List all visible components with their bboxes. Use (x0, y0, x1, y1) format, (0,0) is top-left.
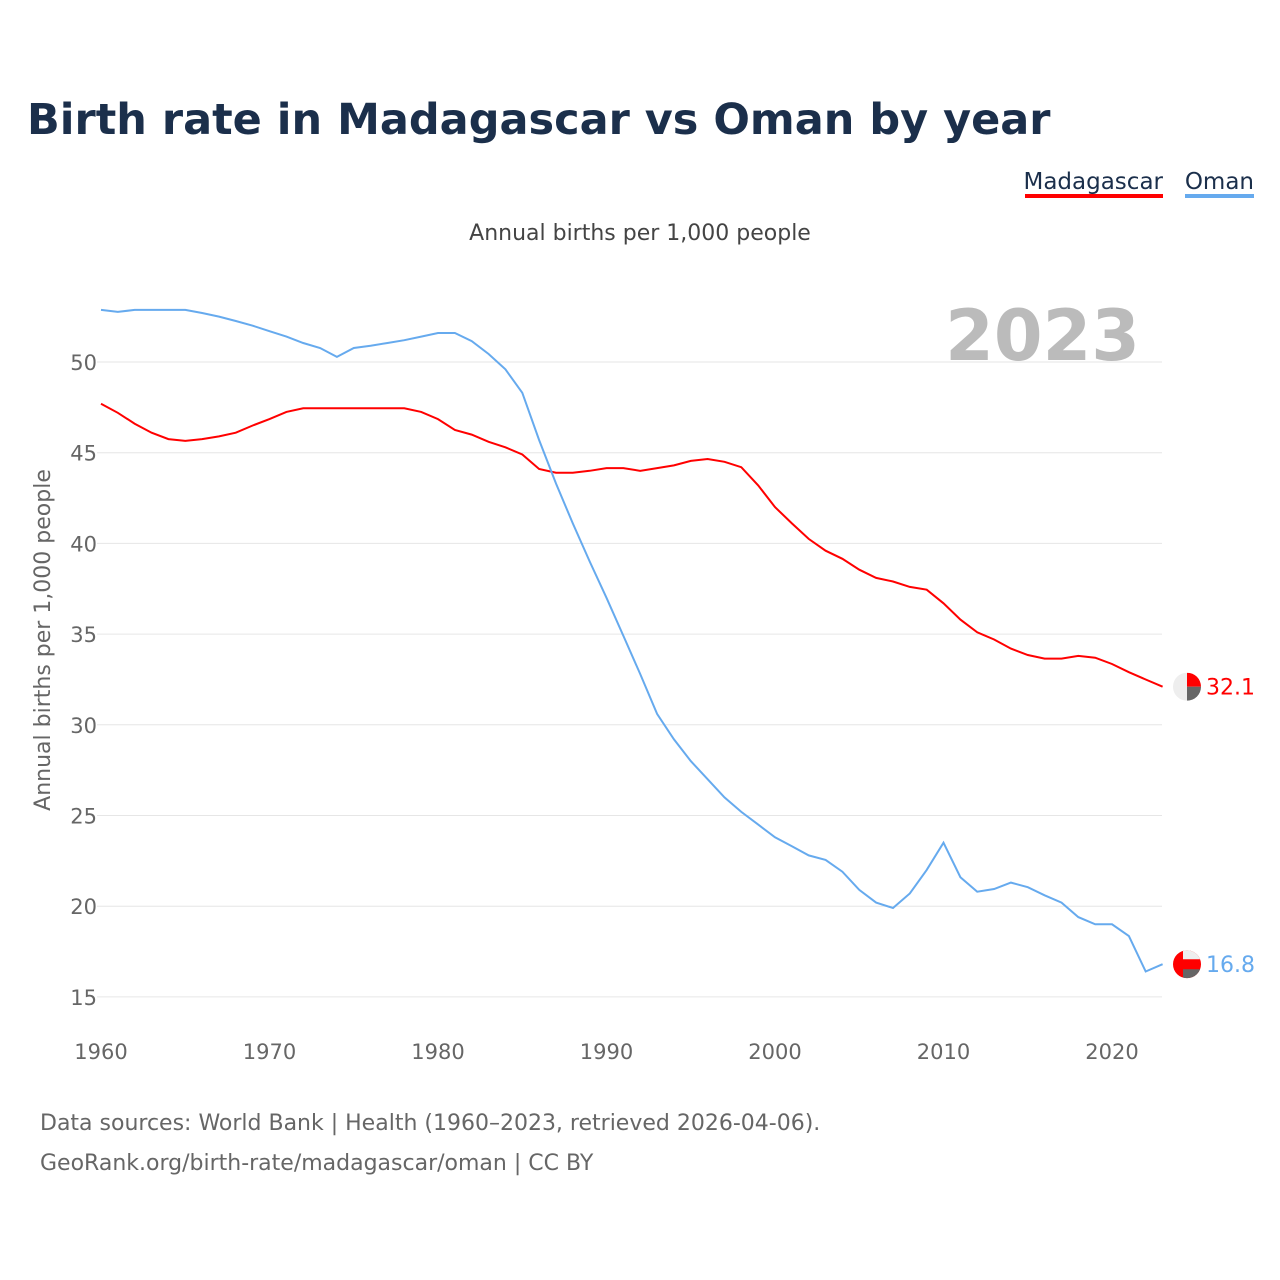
series-line-madagascar (100, 402, 1163, 688)
x-tick-label: 2010 (917, 1040, 970, 1064)
x-tick-label: 1960 (74, 1040, 127, 1064)
y-axis-label: Annual births per 1,000 people (31, 469, 56, 811)
legend-madagascar[interactable]: Madagascar (1023, 169, 1163, 195)
series-line-oman (100, 308, 1163, 973)
y-tick-label: 45 (70, 442, 97, 466)
x-tick-label: 1990 (580, 1040, 633, 1064)
legend-madagascar-swatch (1025, 194, 1163, 198)
flag-icon-madagascar (1173, 672, 1201, 701)
footer-link[interactable]: GeoRank.org/birth-rate/madagascar/oman |… (40, 1151, 594, 1176)
y-tick-label: 40 (70, 532, 97, 556)
flag-icon-oman (1173, 950, 1201, 979)
y-tick-label: 25 (70, 805, 97, 829)
legend: Madagascar Oman (1023, 169, 1254, 198)
chart-subtitle: Annual births per 1,000 people (469, 221, 811, 246)
y-tick-label: 15 (70, 986, 97, 1010)
y-tick-label: 20 (70, 895, 97, 919)
chart-title: Birth rate in Madagascar vs Oman by year (27, 95, 1051, 145)
end-value-madagascar: 32.1 (1206, 676, 1255, 701)
y-tick-label: 50 (70, 351, 97, 375)
x-tick-label: 2020 (1085, 1040, 1138, 1064)
x-tick-label: 1970 (243, 1040, 296, 1064)
footer-sources: Data sources: World Bank | Health (1960–… (40, 1111, 820, 1136)
y-tick-label: 35 (70, 623, 97, 647)
x-tick-label: 2000 (748, 1040, 801, 1064)
end-value-oman: 16.8 (1206, 953, 1255, 978)
legend-oman-swatch (1185, 194, 1254, 198)
legend-oman[interactable]: Oman (1185, 169, 1254, 195)
y-tick-label: 30 (70, 714, 97, 738)
year-label: 2023 (945, 295, 1140, 377)
x-tick-label: 1980 (411, 1040, 464, 1064)
